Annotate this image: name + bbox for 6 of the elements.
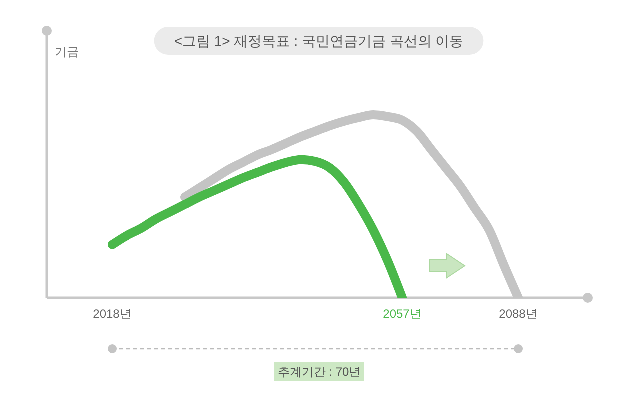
x-tick-label: 2088년	[499, 307, 538, 321]
chart-title: <그림 1> 재정목표 : 국민연금기금 곡선의 이동	[174, 33, 464, 49]
y-axis-title: 기금	[55, 45, 79, 59]
text: 추계기간 : 70년	[278, 365, 362, 379]
x-tick-label: 2057년	[383, 307, 422, 321]
x-tick-label: 2018년	[93, 307, 132, 321]
